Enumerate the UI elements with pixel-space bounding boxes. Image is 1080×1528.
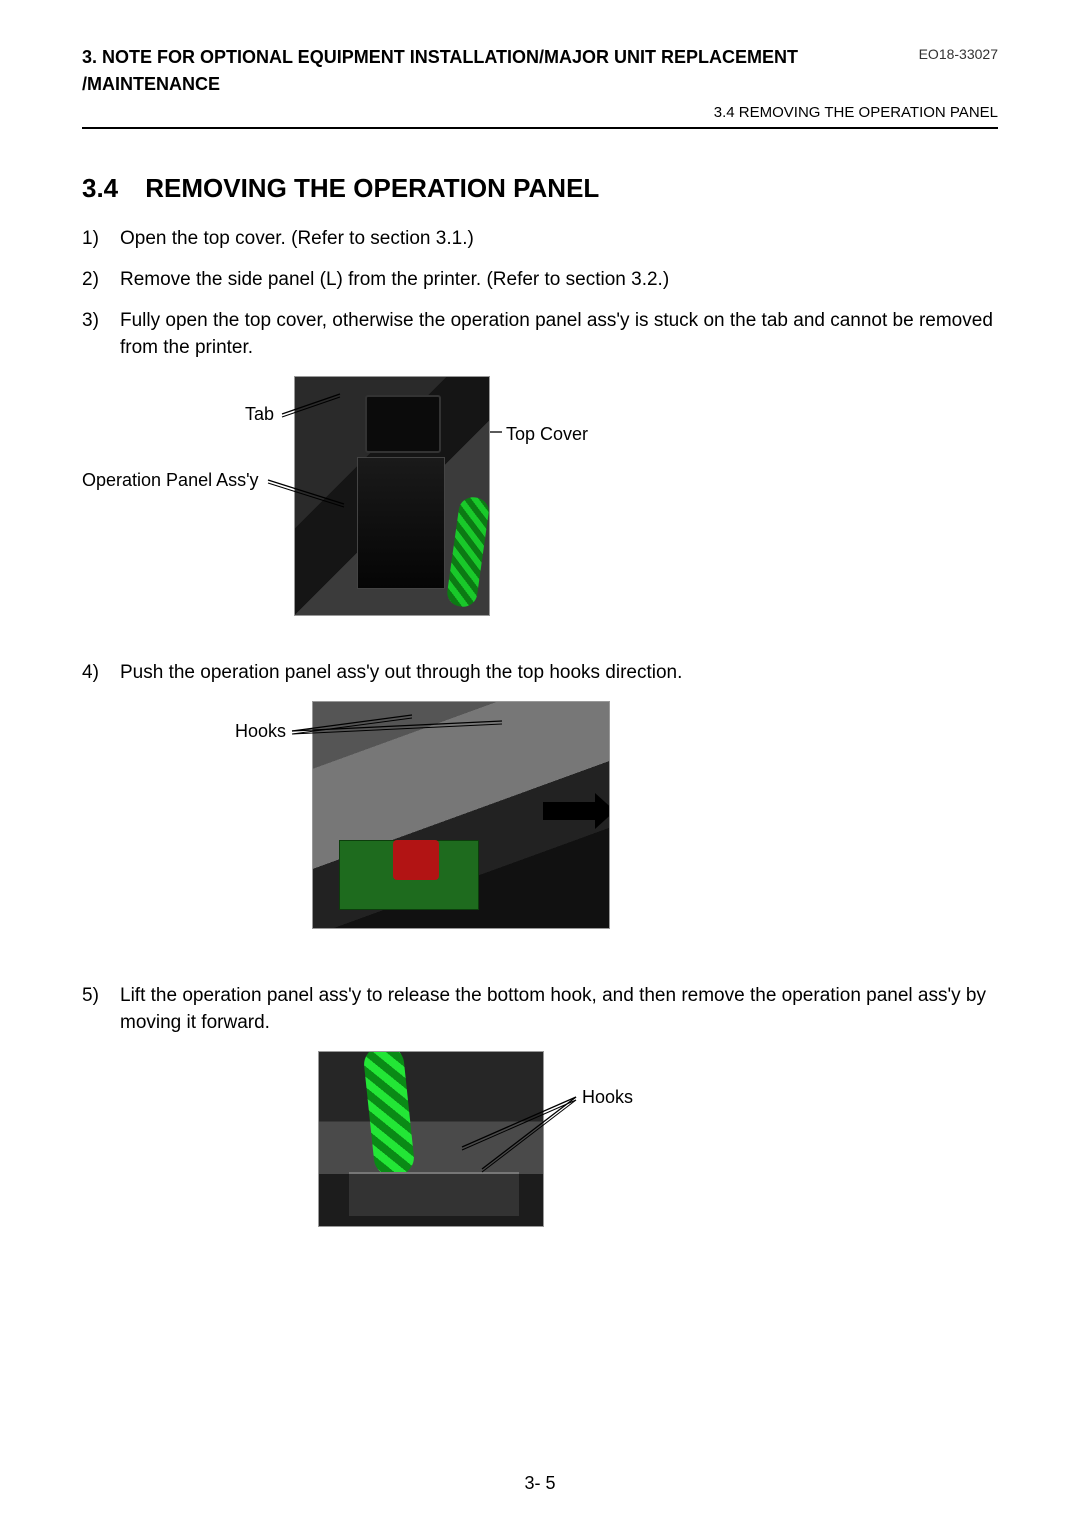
step-text: Remove the side panel (L) from the print… xyxy=(120,267,998,294)
step-number: 4) xyxy=(82,660,120,687)
list-item: 5) Lift the operation panel ass'y to rel… xyxy=(82,983,998,1037)
step-number: 3) xyxy=(82,308,120,335)
list-item: 3) Fully open the top cover, otherwise t… xyxy=(82,308,998,362)
step-number: 5) xyxy=(82,983,120,1010)
section-title: REMOVING THE OPERATION PANEL xyxy=(145,173,599,203)
callout-hooks: Hooks xyxy=(582,1087,633,1108)
step-text: Push the operation panel ass'y out throu… xyxy=(120,660,998,687)
figure-photo xyxy=(312,701,610,929)
figure-3: Hooks xyxy=(82,1051,998,1251)
page-header: 3. NOTE FOR OPTIONAL EQUIPMENT INSTALLAT… xyxy=(82,44,998,98)
cable-graphic xyxy=(362,1051,415,1178)
step-text: Lift the operation panel ass'y to releas… xyxy=(120,983,998,1037)
chapter-title: 3. NOTE FOR OPTIONAL EQUIPMENT INSTALLAT… xyxy=(82,44,798,98)
callout-tab: Tab xyxy=(245,404,274,425)
list-item: 4) Push the operation panel ass'y out th… xyxy=(82,660,998,687)
figure-photo xyxy=(294,376,490,616)
step-text: Open the top cover. (Refer to section 3.… xyxy=(120,226,998,253)
chapter-title-line2: /MAINTENANCE xyxy=(82,74,220,94)
step-number: 1) xyxy=(82,226,120,253)
step-list: 4) Push the operation panel ass'y out th… xyxy=(82,660,998,687)
step-text: Fully open the top cover, otherwise the … xyxy=(120,308,998,362)
callout-hooks: Hooks xyxy=(235,721,286,742)
callout-op-panel: Operation Panel Ass'y xyxy=(82,470,259,491)
leader-lines xyxy=(82,376,998,626)
page-number: 3- 5 xyxy=(0,1473,1080,1494)
section-path: 3.4 REMOVING THE OPERATION PANEL xyxy=(82,104,998,121)
section-heading: 3.4 REMOVING THE OPERATION PANEL xyxy=(82,173,998,204)
cable-graphic xyxy=(445,495,490,608)
step-number: 2) xyxy=(82,267,120,294)
list-item: 1) Open the top cover. (Refer to section… xyxy=(82,226,998,253)
figure-2: Hooks xyxy=(82,701,998,949)
page: 3. NOTE FOR OPTIONAL EQUIPMENT INSTALLAT… xyxy=(0,0,1080,1528)
part-graphic xyxy=(393,840,439,880)
plate-graphic xyxy=(349,1172,519,1216)
list-item: 2) Remove the side panel (L) from the pr… xyxy=(82,267,998,294)
section-number: 3.4 xyxy=(82,173,138,204)
arrow-icon xyxy=(543,802,597,820)
header-rule xyxy=(82,127,998,129)
figure-1: Tab Operation Panel Ass'y Top Cover xyxy=(82,376,998,626)
figure-photo xyxy=(318,1051,544,1227)
step-list: 1) Open the top cover. (Refer to section… xyxy=(82,226,998,362)
doc-number: EO18-33027 xyxy=(919,44,998,62)
step-list: 5) Lift the operation panel ass'y to rel… xyxy=(82,983,998,1037)
chapter-title-line1: 3. NOTE FOR OPTIONAL EQUIPMENT INSTALLAT… xyxy=(82,47,798,67)
callout-top-cover: Top Cover xyxy=(506,424,588,445)
